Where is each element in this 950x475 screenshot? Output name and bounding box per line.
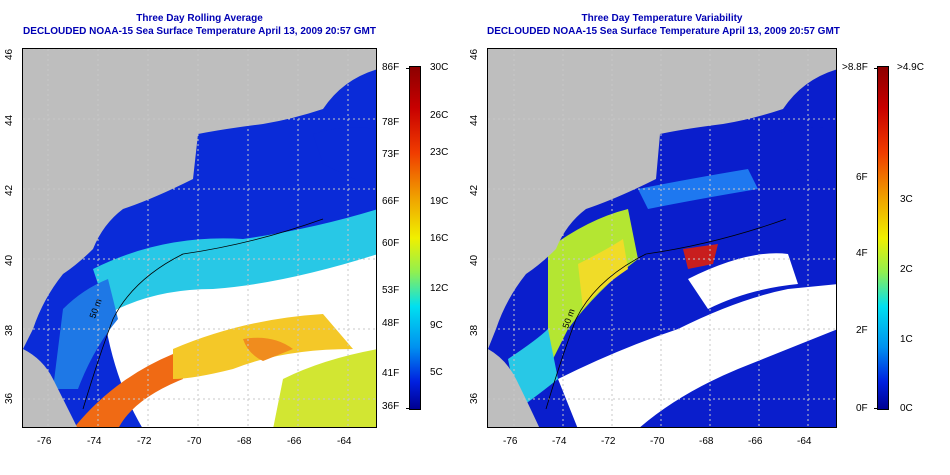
right-cb-c-label: 3C <box>900 194 913 205</box>
left-lon-tick: -68 <box>237 436 252 447</box>
right-colorbar <box>877 66 889 410</box>
right-lat-tick: 38 <box>469 324 480 336</box>
left-cb-f-label: 73F <box>382 149 400 160</box>
left-gulf-of-maine <box>313 127 376 189</box>
left-cb-f-label: 66F <box>382 196 400 207</box>
right-cb-f-label: 4F <box>856 248 868 259</box>
right-lat-tick: 46 <box>469 48 480 60</box>
left-lat-tick: 42 <box>4 184 15 196</box>
right-lon-tick: -70 <box>650 436 665 447</box>
left-cb-f-label: 36F <box>382 401 400 412</box>
right-lon-tick: -76 <box>503 436 518 447</box>
right-lat-tick: 40 <box>469 254 480 266</box>
left-cb-c-label: 26C <box>430 110 449 121</box>
right-lon-tick: -68 <box>699 436 714 447</box>
left-cb-c-label: 12C <box>430 283 449 294</box>
left-lon-tick: -74 <box>87 436 102 447</box>
right-variability-core <box>578 239 628 309</box>
left-south-warm <box>273 349 376 427</box>
right-lon-tick: -74 <box>552 436 567 447</box>
right-cb-f-label: >8.8F <box>842 62 868 73</box>
right-nodata-region <box>558 284 836 427</box>
right-gulf-of-maine <box>776 127 836 189</box>
left-map-canvas: 50 m <box>23 49 376 427</box>
left-warm-core <box>243 337 293 361</box>
right-lat-tick: 44 <box>469 114 480 126</box>
left-coastal-water <box>53 279 118 389</box>
right-lat-tick: 42 <box>469 184 480 196</box>
left-cb-c-label: 23C <box>430 147 449 158</box>
left-cb-f-label: 86F <box>382 62 400 73</box>
left-cb-f-label: 60F <box>382 238 400 249</box>
right-subtitle: DECLOUDED NOAA-15 Sea Surface Temperatur… <box>487 26 840 37</box>
left-lon-tick: -70 <box>187 436 202 447</box>
right-cb-c-label: >4.9C <box>897 62 924 73</box>
right-gridlines <box>488 49 836 427</box>
right-cb-c-label: 1C <box>900 334 913 345</box>
right-cb-f-label: 6F <box>856 172 868 183</box>
right-land <box>488 49 836 349</box>
right-map-canvas: 50 m <box>488 49 836 427</box>
right-cb-tick <box>874 68 877 69</box>
left-cb-f-label: 78F <box>382 117 400 128</box>
left-lat-tick: 40 <box>4 254 15 266</box>
left-lat-tick: 44 <box>4 114 15 126</box>
left-land-south <box>23 349 77 427</box>
left-cb-c-label: 19C <box>430 196 449 207</box>
left-lat-tick: 38 <box>4 324 15 336</box>
right-cb-tick <box>874 408 877 409</box>
left-lon-tick: -76 <box>37 436 52 447</box>
left-cb-f-label: 53F <box>382 285 400 296</box>
left-lon-tick: -72 <box>137 436 152 447</box>
left-cb-c-label: 30C <box>430 62 449 73</box>
right-hot-spot <box>683 244 718 269</box>
right-title: Three Day Temperature Variability <box>581 13 743 24</box>
right-cb-c-label: 2C <box>900 264 913 275</box>
right-depth-contour <box>545 218 787 410</box>
right-map[interactable]: 50 m <box>487 48 837 428</box>
right-land-south <box>488 349 540 427</box>
right-cb-f-label: 2F <box>856 325 868 336</box>
left-cb-tick <box>406 408 409 409</box>
right-nodata-patch <box>688 253 798 309</box>
left-map[interactable]: 50 m <box>22 48 377 428</box>
right-lat-tick: 36 <box>469 392 480 404</box>
right-cb-f-label: 0F <box>856 403 868 414</box>
left-cb-tick <box>406 68 409 69</box>
left-land <box>23 49 376 349</box>
left-cb-c-label: 16C <box>430 233 449 244</box>
right-cb-c-label: 0C <box>900 403 913 414</box>
right-lon-tick: -66 <box>748 436 763 447</box>
left-cb-f-label: 41F <box>382 368 400 379</box>
left-colorbar <box>409 66 421 410</box>
left-cb-c-label: 9C <box>430 320 443 331</box>
left-shelf-water <box>93 209 376 314</box>
left-cb-c-label: 5C <box>430 367 443 378</box>
left-gulf-stream <box>74 354 183 427</box>
left-lon-tick: -64 <box>337 436 352 447</box>
left-lon-tick: -66 <box>287 436 302 447</box>
left-lat-tick: 36 <box>4 392 15 404</box>
left-cb-f-label: 48F <box>382 318 400 329</box>
left-subtitle: DECLOUDED NOAA-15 Sea Surface Temperatur… <box>23 26 376 37</box>
left-title: Three Day Rolling Average <box>136 13 263 24</box>
left-gridlines <box>23 49 376 427</box>
right-lon-tick: -64 <box>797 436 812 447</box>
left-lat-tick: 46 <box>4 48 15 60</box>
right-lon-tick: -72 <box>601 436 616 447</box>
left-depth-contour <box>82 218 324 410</box>
